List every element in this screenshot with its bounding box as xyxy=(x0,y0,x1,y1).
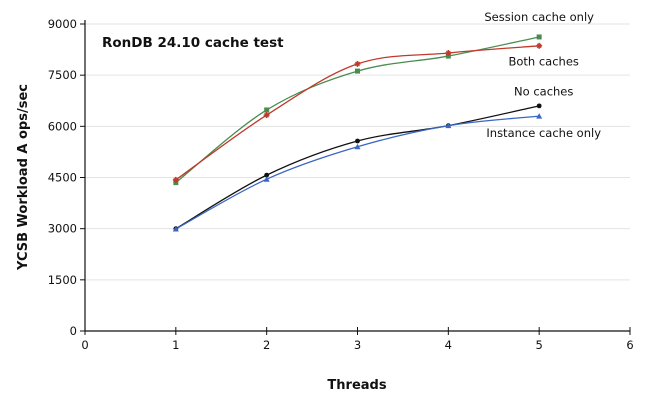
square-marker-icon xyxy=(445,53,451,59)
square-marker-icon xyxy=(536,34,542,40)
x-axis-title: Threads xyxy=(327,378,386,393)
y-tick-label: 9000 xyxy=(48,17,77,31)
star-marker-icon xyxy=(173,177,179,183)
chart-title: RonDB 24.10 cache test xyxy=(102,35,284,51)
annotations: Session cache only Both caches No caches In… xyxy=(484,10,601,140)
y-tick-label: 1500 xyxy=(48,273,77,287)
y-axis-title: YCSB Workload A ops/sec xyxy=(16,84,31,271)
series-line xyxy=(175,36,540,184)
series-no-caches xyxy=(173,103,542,232)
circle-marker-icon xyxy=(536,103,542,109)
triangle-marker-icon xyxy=(354,143,361,150)
series-line xyxy=(175,115,540,230)
x-tick-label: 3 xyxy=(354,338,361,352)
x-tick-label: 2 xyxy=(263,338,270,352)
triangle-marker-icon xyxy=(172,226,179,232)
square-marker-icon xyxy=(355,68,360,74)
series-both-caches xyxy=(172,42,543,183)
circle-marker-icon xyxy=(355,138,360,144)
series-annotation: Session cache only xyxy=(484,10,594,24)
y-tick-label: 6000 xyxy=(48,119,77,133)
series-annotation: Both caches xyxy=(508,55,578,69)
series-line xyxy=(175,105,540,230)
star-marker-icon xyxy=(536,43,542,49)
y-tick-label: 7500 xyxy=(48,68,77,82)
square-marker-icon xyxy=(264,107,270,113)
x-tick-label: 0 xyxy=(81,338,88,352)
y-tick-label: 4500 xyxy=(48,171,77,185)
series-annotation: No caches xyxy=(514,85,573,99)
circle-marker-icon xyxy=(264,172,270,178)
x-tick-label: 1 xyxy=(172,338,179,352)
triangle-marker-icon xyxy=(536,113,543,119)
series-session-cache-only xyxy=(173,34,542,186)
axes: 0 1500 3000 4500 6000 7500 9000 0 1 2 3 4 5 6 xyxy=(48,17,634,352)
series-instance-cache-only xyxy=(172,113,543,232)
series-annotation: Instance cache only xyxy=(486,126,601,140)
x-tick-label: 5 xyxy=(536,338,543,352)
x-tick-label: 6 xyxy=(626,338,633,352)
star-marker-icon xyxy=(355,61,360,67)
star-marker-icon xyxy=(445,50,451,56)
triangle-marker-icon xyxy=(445,122,452,129)
x-tick-label: 4 xyxy=(445,338,452,352)
triangle-marker-icon xyxy=(263,176,270,182)
y-tick-label: 0 xyxy=(70,324,77,338)
data-series xyxy=(172,34,543,232)
y-tick-label: 3000 xyxy=(48,222,77,236)
star-marker-icon xyxy=(264,112,270,118)
